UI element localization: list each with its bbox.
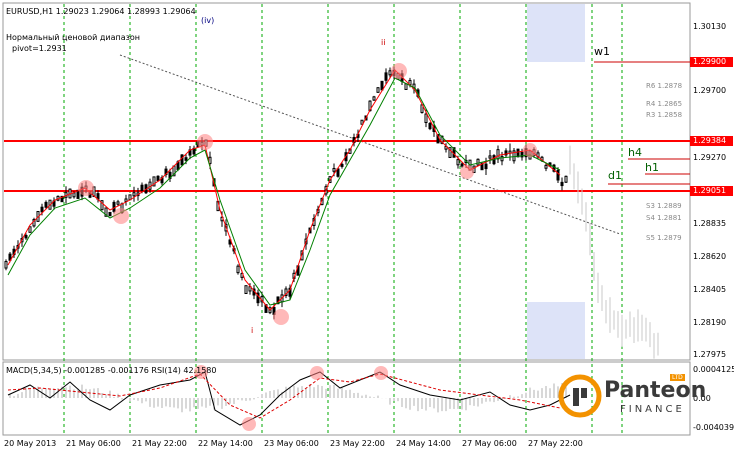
ma-fast [7, 69, 561, 311]
wave-label-i: i [251, 326, 254, 335]
pivot-h4: h4 [628, 146, 642, 159]
level-r4: R4 1.2865 [646, 100, 683, 108]
price-tag-resistance: 1.29384 [690, 136, 733, 146]
time-tick: 22 May 14:00 [198, 439, 253, 448]
time-tick: 24 May 14:00 [396, 439, 451, 448]
ma-slow [7, 77, 561, 306]
price-tick: 1.29270 [693, 153, 727, 162]
pivot-w1: w1 [594, 45, 610, 58]
indicator-name: Нормальный ценовой диапазон [6, 33, 141, 42]
level-s3: S3 1.2889 [646, 202, 682, 210]
macd-panel-frame [2, 361, 691, 436]
wave-label-iv: (iv) [201, 16, 215, 25]
pivot-h1: h1 [645, 161, 659, 174]
macd-title: MACD(5,34,5) -0.001285 -0.001176 RSI(14)… [6, 366, 217, 375]
macd-tick: 0.0004125 [693, 365, 734, 374]
time-tick: 23 May 06:00 [264, 439, 319, 448]
price-tick: 1.30130 [693, 22, 727, 31]
logo-sub: FINANCE [620, 404, 685, 415]
time-tick: 27 May 06:00 [462, 439, 517, 448]
macd-tick: 0.00 [693, 394, 711, 403]
wave-label-ii: ii [381, 38, 386, 47]
logo-badge: LTD [670, 374, 685, 381]
pattern-highlights [78, 63, 537, 325]
panteon-logo: Panteon FINANCE LTD [558, 374, 706, 420]
macd-highlights [194, 365, 388, 431]
main-panel-frame [2, 2, 691, 361]
price-tick: 1.28190 [693, 318, 727, 327]
upper-zone [527, 4, 585, 62]
lower-zone [527, 302, 585, 359]
signal-line [7, 373, 561, 419]
price-tick: 1.27975 [693, 350, 727, 359]
level-s4: S4 1.2881 [646, 214, 682, 222]
time-tick: 27 May 22:00 [528, 439, 583, 448]
symbol-header: EURUSD,H1 1.29023 1.29064 1.28993 1.2906… [6, 7, 196, 16]
macd-histogram [5, 383, 567, 413]
price-tick: 1.28620 [693, 252, 727, 261]
logo-name: Panteon [604, 378, 707, 403]
time-tick: 20 May 2013 [4, 439, 57, 448]
macd-tick: -0.004039 [693, 423, 734, 432]
level-r6: R6 1.2878 [646, 82, 683, 90]
price-tick: 1.28405 [693, 285, 727, 294]
time-tick: 23 May 22:00 [330, 439, 385, 448]
trend-line[interactable] [119, 54, 621, 235]
price-tick: 1.29700 [693, 86, 727, 95]
logo-mark-icon [558, 374, 602, 418]
price-tick: 1.28835 [693, 219, 727, 228]
pivot-value: pivot=1.2931 [12, 44, 67, 53]
level-r3: R3 1.2858 [646, 111, 683, 119]
price-tag-w1: 1.29900 [690, 57, 733, 67]
price-tag-support: 1.29051 [690, 186, 733, 196]
pivot-d1: d1 [608, 169, 622, 182]
projection-candles [569, 145, 659, 359]
time-tick: 21 May 06:00 [66, 439, 121, 448]
time-tick: 21 May 22:00 [132, 439, 187, 448]
level-s5: S5 1.2879 [646, 234, 682, 242]
